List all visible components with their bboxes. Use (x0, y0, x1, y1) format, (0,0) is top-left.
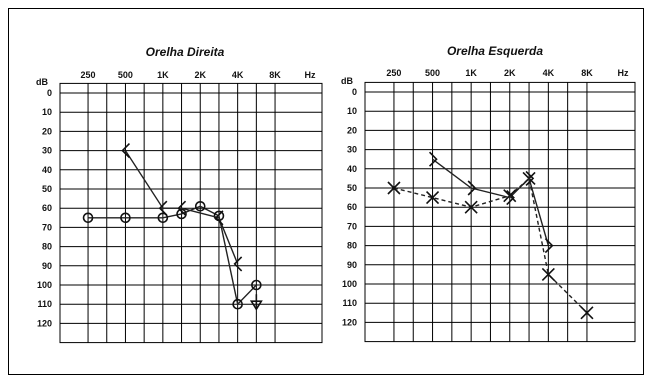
series-line (88, 205, 257, 306)
marker-bracket-left (177, 200, 187, 216)
marker-circle (194, 200, 206, 212)
x-tick-label: 2K (504, 68, 516, 78)
y-tick-label: 120 (37, 318, 52, 328)
x-tick-label: 8K (581, 68, 593, 78)
y-tick-label: 110 (342, 298, 357, 308)
plot-border (59, 82, 323, 344)
series-line (432, 158, 550, 246)
y-tick-label: 0 (47, 88, 52, 98)
x-tick-label: 250 (81, 70, 96, 80)
x-tick-label: 250 (386, 68, 401, 78)
y-tick-label: 0 (352, 87, 357, 97)
y-tick-label: 110 (37, 299, 52, 309)
x-tick-label: 1K (465, 68, 477, 78)
y-unit-label: dB (341, 76, 353, 86)
x-tick-label: 1K (157, 70, 169, 80)
chart-title: Orelha Direita (146, 45, 225, 59)
y-tick-label: 20 (42, 126, 52, 136)
marker-x (425, 191, 440, 205)
marker-bracket-right (467, 180, 477, 196)
marker-bracket-left (158, 200, 168, 216)
y-tick-label: 100 (342, 279, 357, 289)
y-tick-label: 10 (42, 107, 52, 117)
x-tick-label: 2K (194, 70, 206, 80)
audiogram-panel-left-ear: Orelha Esquerda dB Hz 250 500 1K 2K 4K 8K 0 10 20 30… (341, 44, 636, 343)
y-tick-label: 40 (347, 164, 357, 174)
y-tick-label: 90 (42, 261, 52, 271)
y-tick-label: 30 (347, 145, 357, 155)
marker-x (541, 267, 555, 281)
marker-x (580, 306, 594, 320)
marker-bracket-left (233, 256, 243, 272)
x-tick-label: 500 (425, 68, 440, 78)
figure-frame (8, 8, 644, 375)
marker-bracket-right (544, 238, 554, 254)
x-tick-label: 500 (118, 70, 133, 80)
marker-no-response-arrow (249, 294, 263, 311)
marker-bracket-right (428, 151, 438, 167)
y-tick-label: 50 (347, 183, 357, 193)
marker-bracket-left (121, 143, 131, 159)
marker-x (464, 200, 478, 214)
y-tick-label: 90 (347, 260, 357, 270)
y-tick-label: 50 (42, 184, 52, 194)
marker-circle (176, 208, 187, 220)
marker-circle (251, 279, 262, 291)
y-tick-label: 10 (347, 106, 357, 116)
x-tick-label: 4K (232, 70, 244, 80)
audiogram-panel-right-ear: Orelha Direita dB Hz 250 500 1K 2K 4K 8K 0 10 20 30 4… (36, 45, 323, 344)
y-tick-label: 60 (42, 203, 52, 213)
marker-circle (157, 212, 169, 224)
y-tick-label: 20 (347, 125, 357, 135)
marker-circle (232, 298, 243, 310)
x-unit-label: Hz (618, 68, 629, 78)
y-tick-label: 30 (42, 146, 52, 156)
y-tick-label: 70 (42, 222, 52, 232)
x-unit-label: Hz (305, 70, 316, 80)
y-tick-label: 80 (347, 241, 357, 251)
x-tick-label: 4K (543, 68, 555, 78)
marker-bracket-right (525, 170, 535, 186)
marker-bracket-left (214, 210, 224, 226)
marker-x (387, 181, 401, 195)
y-tick-label: 100 (37, 280, 52, 290)
y-tick-label: 60 (347, 202, 357, 212)
y-unit-label: dB (36, 77, 48, 87)
y-tick-label: 70 (347, 221, 357, 231)
series-line (124, 150, 239, 265)
marker-circle (120, 212, 131, 224)
chart-title: Orelha Esquerda (447, 44, 543, 58)
marker-bracket-right (506, 190, 515, 206)
marker-circle (82, 212, 94, 224)
x-tick-label: 8K (269, 70, 281, 80)
y-tick-label: 40 (42, 165, 52, 175)
plot-border (364, 81, 636, 343)
marker-x (503, 189, 517, 203)
y-tick-label: 120 (342, 317, 357, 327)
y-tick-label: 80 (42, 242, 52, 252)
